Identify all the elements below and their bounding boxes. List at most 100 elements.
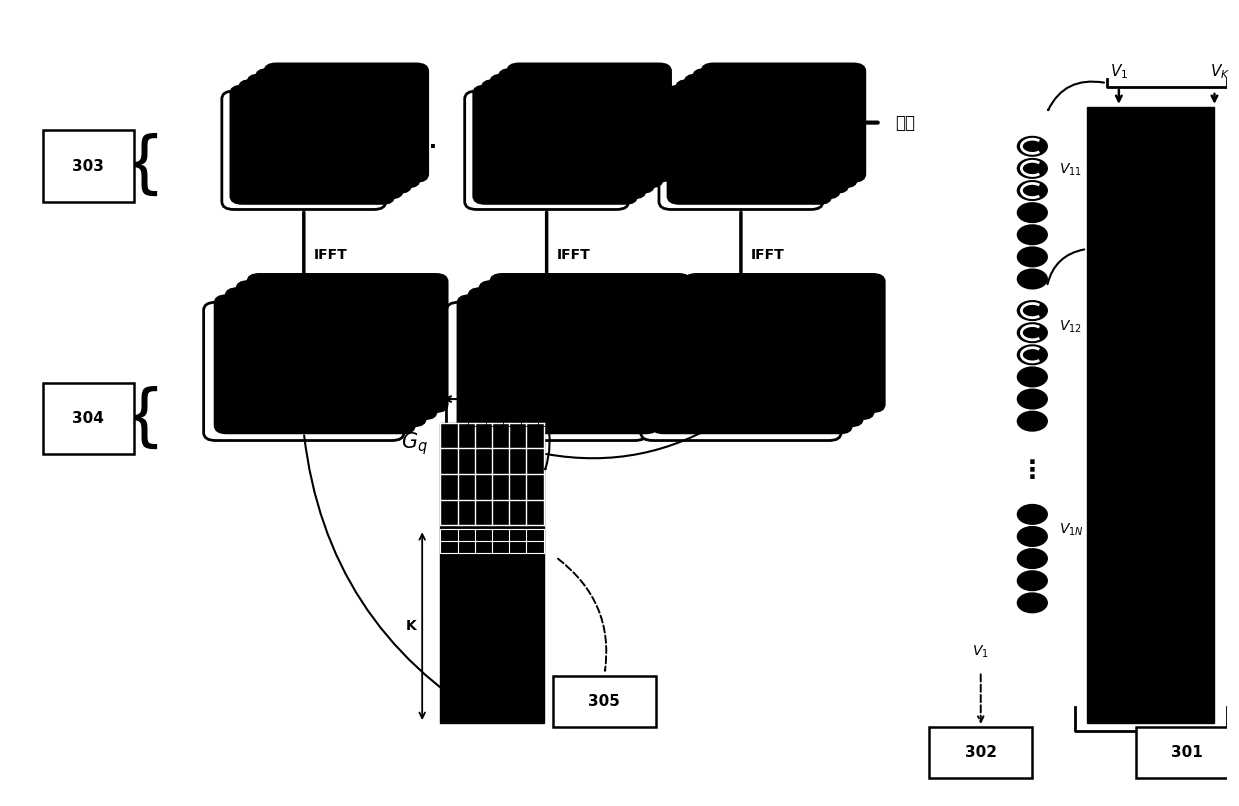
- Text: {: {: [123, 386, 165, 452]
- FancyBboxPatch shape: [929, 727, 1032, 779]
- FancyBboxPatch shape: [498, 69, 663, 187]
- FancyBboxPatch shape: [674, 281, 873, 419]
- Text: $V_{KN}$: $V_{KN}$: [237, 96, 258, 110]
- Text: $V_{2N}$: $V_{2N}$: [479, 96, 501, 110]
- FancyBboxPatch shape: [663, 317, 680, 328]
- Circle shape: [1017, 137, 1047, 156]
- FancyBboxPatch shape: [659, 91, 823, 210]
- Text: $G_q$: $G_q$: [401, 430, 429, 458]
- Circle shape: [1017, 549, 1047, 568]
- FancyBboxPatch shape: [239, 80, 403, 198]
- Circle shape: [555, 172, 575, 185]
- Circle shape: [1017, 368, 1047, 386]
- FancyBboxPatch shape: [440, 423, 544, 723]
- Circle shape: [1017, 323, 1047, 343]
- FancyArrowPatch shape: [1048, 81, 1104, 110]
- Circle shape: [1017, 571, 1047, 590]
- Circle shape: [507, 152, 527, 164]
- FancyBboxPatch shape: [225, 317, 244, 328]
- FancyBboxPatch shape: [248, 74, 411, 193]
- Circle shape: [312, 172, 332, 185]
- FancyBboxPatch shape: [42, 131, 134, 202]
- FancyBboxPatch shape: [214, 295, 415, 434]
- FancyArrowPatch shape: [546, 418, 726, 459]
- FancyBboxPatch shape: [684, 274, 885, 412]
- Text: $V_{12}$: $V_{12}$: [674, 119, 693, 134]
- FancyBboxPatch shape: [203, 302, 404, 441]
- Circle shape: [701, 172, 720, 185]
- Text: 303: 303: [72, 159, 104, 173]
- Text: ⋮: ⋮: [1020, 459, 1044, 483]
- Circle shape: [725, 172, 745, 185]
- Circle shape: [530, 172, 550, 185]
- Text: $V_{1N}$: $V_{1N}$: [674, 96, 694, 110]
- FancyBboxPatch shape: [693, 69, 857, 187]
- Text: $V_{12}$: $V_{12}$: [1059, 318, 1082, 334]
- Circle shape: [264, 152, 284, 164]
- FancyBboxPatch shape: [1087, 107, 1214, 723]
- Circle shape: [725, 152, 745, 164]
- FancyBboxPatch shape: [237, 281, 437, 419]
- Circle shape: [1017, 159, 1047, 178]
- Circle shape: [1017, 505, 1047, 524]
- FancyBboxPatch shape: [468, 317, 487, 328]
- FancyBboxPatch shape: [553, 675, 655, 727]
- FancyArrowPatch shape: [304, 435, 489, 721]
- Text: N: N: [486, 372, 498, 387]
- Text: {: {: [123, 133, 165, 199]
- Circle shape: [1017, 269, 1047, 289]
- FancyBboxPatch shape: [652, 295, 852, 434]
- Circle shape: [1017, 226, 1047, 244]
- Text: $V_{K1}$: $V_{K1}$: [248, 187, 268, 201]
- FancyBboxPatch shape: [222, 91, 385, 210]
- Text: 转换: 转换: [895, 114, 914, 131]
- FancyBboxPatch shape: [1135, 727, 1239, 779]
- Text: 301: 301: [1171, 745, 1203, 760]
- Circle shape: [1017, 527, 1047, 546]
- Text: 302: 302: [965, 745, 996, 760]
- Text: 304: 304: [72, 411, 104, 426]
- Text: $V_{1N}$: $V_{1N}$: [1059, 522, 1084, 538]
- FancyBboxPatch shape: [491, 274, 690, 412]
- FancyArrowPatch shape: [545, 420, 550, 469]
- FancyBboxPatch shape: [248, 274, 447, 412]
- Text: $V_1$: $V_1$: [973, 643, 989, 659]
- Text: ...: ...: [413, 132, 437, 152]
- FancyBboxPatch shape: [668, 85, 831, 204]
- Text: K: K: [405, 619, 416, 634]
- Circle shape: [264, 172, 284, 185]
- Text: IFFT: IFFT: [313, 248, 347, 262]
- Circle shape: [1017, 301, 1047, 320]
- Circle shape: [1017, 345, 1047, 364]
- Text: $V_{11}$: $V_{11}$: [685, 187, 704, 201]
- FancyBboxPatch shape: [42, 384, 134, 455]
- Circle shape: [1017, 389, 1047, 409]
- Circle shape: [1017, 593, 1047, 613]
- Text: IFFT: IFFT: [556, 248, 590, 262]
- Circle shape: [507, 172, 527, 185]
- FancyBboxPatch shape: [479, 281, 680, 419]
- FancyBboxPatch shape: [641, 302, 841, 441]
- FancyBboxPatch shape: [225, 288, 426, 426]
- FancyBboxPatch shape: [701, 64, 865, 182]
- FancyBboxPatch shape: [465, 91, 628, 210]
- Circle shape: [1017, 181, 1047, 200]
- Circle shape: [1017, 247, 1047, 266]
- FancyBboxPatch shape: [255, 69, 420, 187]
- Circle shape: [750, 172, 769, 185]
- Text: $V_{K2}$: $V_{K2}$: [237, 119, 256, 134]
- Text: 305: 305: [589, 694, 621, 708]
- Circle shape: [701, 152, 720, 164]
- Text: $V_K$: $V_K$: [1211, 62, 1230, 81]
- Text: $V_{11}$: $V_{11}$: [1059, 162, 1082, 178]
- Circle shape: [750, 152, 769, 164]
- FancyBboxPatch shape: [684, 74, 849, 193]
- FancyBboxPatch shape: [264, 64, 429, 182]
- Circle shape: [530, 152, 550, 164]
- Circle shape: [555, 152, 575, 164]
- FancyBboxPatch shape: [663, 288, 862, 426]
- FancyBboxPatch shape: [473, 85, 637, 204]
- FancyArrowPatch shape: [558, 559, 606, 671]
- Circle shape: [1017, 412, 1047, 430]
- Circle shape: [1017, 203, 1047, 222]
